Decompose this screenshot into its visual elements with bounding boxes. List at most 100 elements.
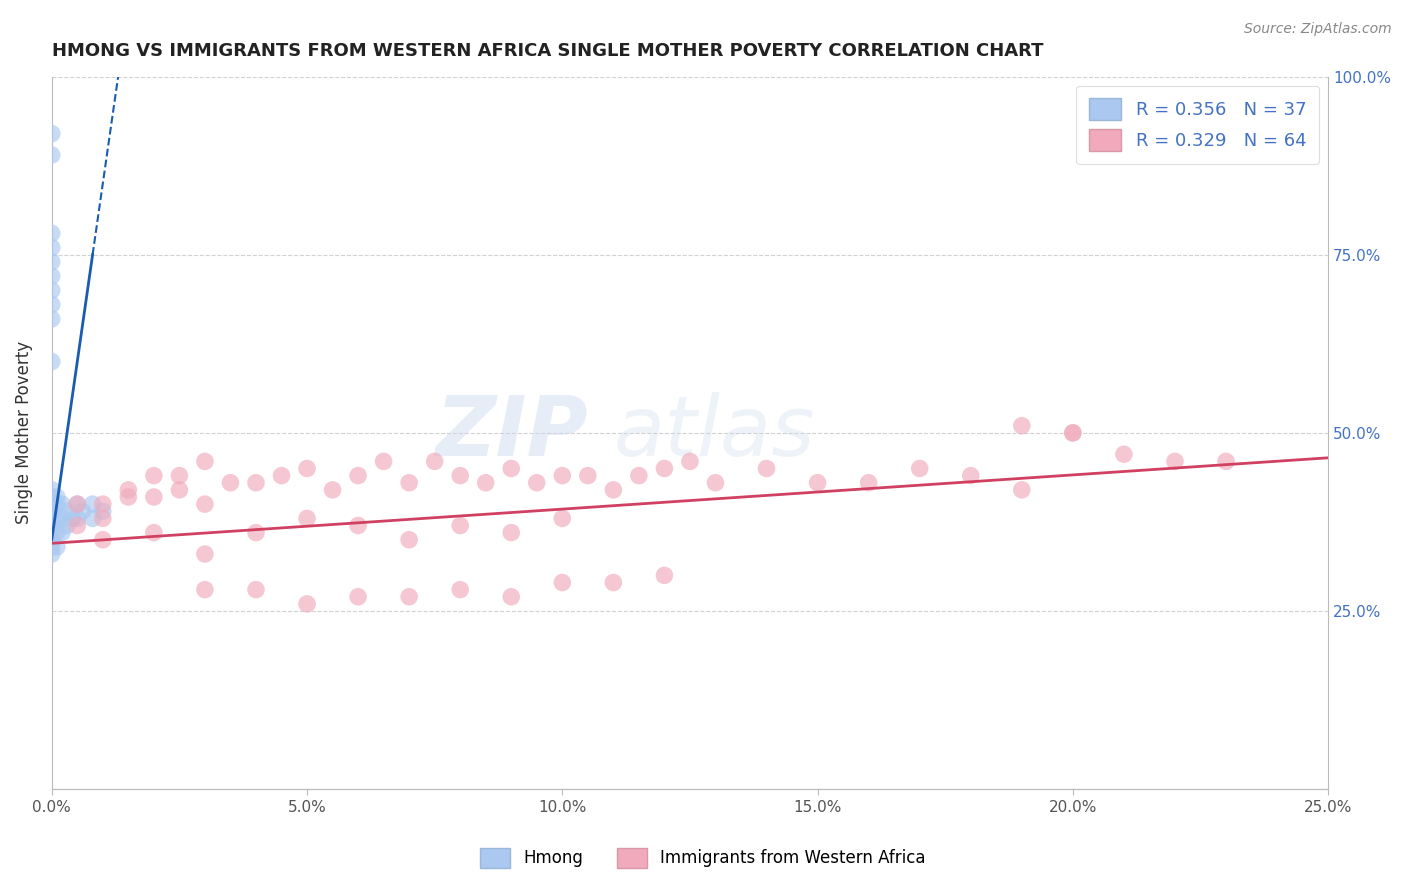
- Point: [41, 540, 63, 554]
- Point: [679, 454, 702, 468]
- Point: [41, 311, 63, 326]
- Point: [398, 590, 420, 604]
- Point: [194, 497, 217, 511]
- Point: [858, 475, 880, 490]
- Point: [373, 454, 395, 468]
- Point: [295, 597, 318, 611]
- Point: [51, 525, 73, 540]
- Point: [755, 461, 778, 475]
- Point: [82, 511, 104, 525]
- Point: [398, 533, 420, 547]
- Point: [169, 483, 191, 497]
- Point: [82, 497, 104, 511]
- Text: ZIP: ZIP: [436, 392, 588, 474]
- Point: [654, 461, 676, 475]
- Point: [41, 533, 63, 547]
- Point: [474, 475, 496, 490]
- Point: [959, 468, 981, 483]
- Point: [1011, 418, 1033, 433]
- Point: [41, 227, 63, 241]
- Point: [41, 518, 63, 533]
- Point: [627, 468, 650, 483]
- Point: [56, 518, 79, 533]
- Point: [501, 590, 523, 604]
- Legend: R = 0.356   N = 37, R = 0.329   N = 64: R = 0.356 N = 37, R = 0.329 N = 64: [1076, 86, 1319, 164]
- Point: [142, 490, 165, 504]
- Point: [41, 284, 63, 298]
- Point: [501, 461, 523, 475]
- Point: [41, 504, 63, 518]
- Point: [245, 475, 267, 490]
- Point: [551, 468, 574, 483]
- Point: [194, 547, 217, 561]
- Point: [66, 497, 89, 511]
- Point: [501, 525, 523, 540]
- Point: [551, 575, 574, 590]
- Point: [91, 533, 114, 547]
- Point: [41, 269, 63, 284]
- Point: [908, 461, 931, 475]
- Point: [66, 511, 89, 525]
- Point: [1215, 454, 1237, 468]
- Point: [45, 525, 67, 540]
- Point: [91, 504, 114, 518]
- Point: [45, 540, 67, 554]
- Point: [806, 475, 828, 490]
- Point: [1112, 447, 1135, 461]
- Point: [41, 483, 63, 497]
- Point: [1062, 425, 1084, 440]
- Y-axis label: Single Mother Poverty: Single Mother Poverty: [15, 342, 32, 524]
- Text: atlas: atlas: [613, 392, 815, 474]
- Point: [41, 547, 63, 561]
- Point: [41, 525, 63, 540]
- Point: [41, 255, 63, 269]
- Point: [41, 511, 63, 525]
- Point: [1062, 425, 1084, 440]
- Point: [117, 490, 139, 504]
- Text: HMONG VS IMMIGRANTS FROM WESTERN AFRICA SINGLE MOTHER POVERTY CORRELATION CHART: HMONG VS IMMIGRANTS FROM WESTERN AFRICA …: [52, 42, 1043, 60]
- Point: [245, 582, 267, 597]
- Point: [41, 148, 63, 162]
- Point: [91, 497, 114, 511]
- Point: [322, 483, 344, 497]
- Point: [142, 525, 165, 540]
- Point: [551, 511, 574, 525]
- Point: [270, 468, 292, 483]
- Point: [245, 525, 267, 540]
- Point: [91, 511, 114, 525]
- Point: [704, 475, 727, 490]
- Point: [60, 511, 83, 525]
- Point: [1164, 454, 1187, 468]
- Point: [295, 461, 318, 475]
- Point: [66, 518, 89, 533]
- Point: [41, 297, 63, 311]
- Point: [576, 468, 599, 483]
- Point: [398, 475, 420, 490]
- Point: [45, 511, 67, 525]
- Text: Source: ZipAtlas.com: Source: ZipAtlas.com: [1244, 22, 1392, 37]
- Point: [51, 497, 73, 511]
- Point: [219, 475, 242, 490]
- Point: [602, 575, 624, 590]
- Point: [347, 518, 370, 533]
- Point: [602, 483, 624, 497]
- Legend: Hmong, Immigrants from Western Africa: Hmong, Immigrants from Western Africa: [474, 841, 932, 875]
- Point: [423, 454, 446, 468]
- Point: [41, 127, 63, 141]
- Point: [72, 504, 94, 518]
- Point: [56, 504, 79, 518]
- Point: [45, 490, 67, 504]
- Point: [117, 483, 139, 497]
- Point: [347, 590, 370, 604]
- Point: [449, 518, 471, 533]
- Point: [41, 497, 63, 511]
- Point: [51, 511, 73, 525]
- Point: [449, 468, 471, 483]
- Point: [449, 582, 471, 597]
- Point: [194, 582, 217, 597]
- Point: [169, 468, 191, 483]
- Point: [66, 497, 89, 511]
- Point: [41, 241, 63, 255]
- Point: [45, 497, 67, 511]
- Point: [41, 354, 63, 368]
